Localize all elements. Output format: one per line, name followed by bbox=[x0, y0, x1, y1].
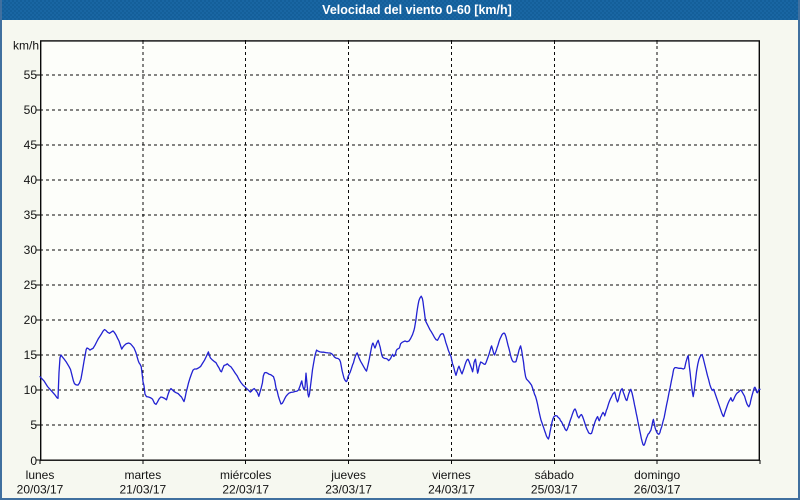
svg-text:26/03/17: 26/03/17 bbox=[634, 483, 681, 497]
svg-text:martes: martes bbox=[125, 468, 162, 482]
svg-text:40: 40 bbox=[24, 173, 38, 187]
svg-text:30: 30 bbox=[24, 243, 38, 257]
svg-text:lunes: lunes bbox=[26, 468, 55, 482]
svg-text:45: 45 bbox=[24, 138, 38, 152]
svg-text:55: 55 bbox=[24, 68, 38, 82]
svg-text:sábado: sábado bbox=[535, 468, 575, 482]
svg-text:20/03/17: 20/03/17 bbox=[17, 483, 64, 497]
svg-text:5: 5 bbox=[30, 418, 37, 432]
svg-text:25: 25 bbox=[24, 278, 38, 292]
svg-text:km/h: km/h bbox=[13, 39, 39, 53]
svg-text:viernes: viernes bbox=[432, 468, 471, 482]
svg-text:22/03/17: 22/03/17 bbox=[222, 483, 269, 497]
svg-text:jueves: jueves bbox=[330, 468, 366, 482]
svg-text:10: 10 bbox=[24, 383, 38, 397]
svg-text:23/03/17: 23/03/17 bbox=[325, 483, 372, 497]
svg-text:0: 0 bbox=[30, 454, 37, 468]
svg-text:50: 50 bbox=[24, 103, 38, 117]
svg-text:miércoles: miércoles bbox=[220, 468, 271, 482]
svg-text:35: 35 bbox=[24, 208, 38, 222]
svg-text:24/03/17: 24/03/17 bbox=[428, 483, 475, 497]
svg-text:25/03/17: 25/03/17 bbox=[531, 483, 578, 497]
svg-text:15: 15 bbox=[24, 348, 38, 362]
svg-text:domingo: domingo bbox=[634, 468, 680, 482]
svg-text:20: 20 bbox=[24, 313, 38, 327]
svg-text:21/03/17: 21/03/17 bbox=[120, 483, 167, 497]
